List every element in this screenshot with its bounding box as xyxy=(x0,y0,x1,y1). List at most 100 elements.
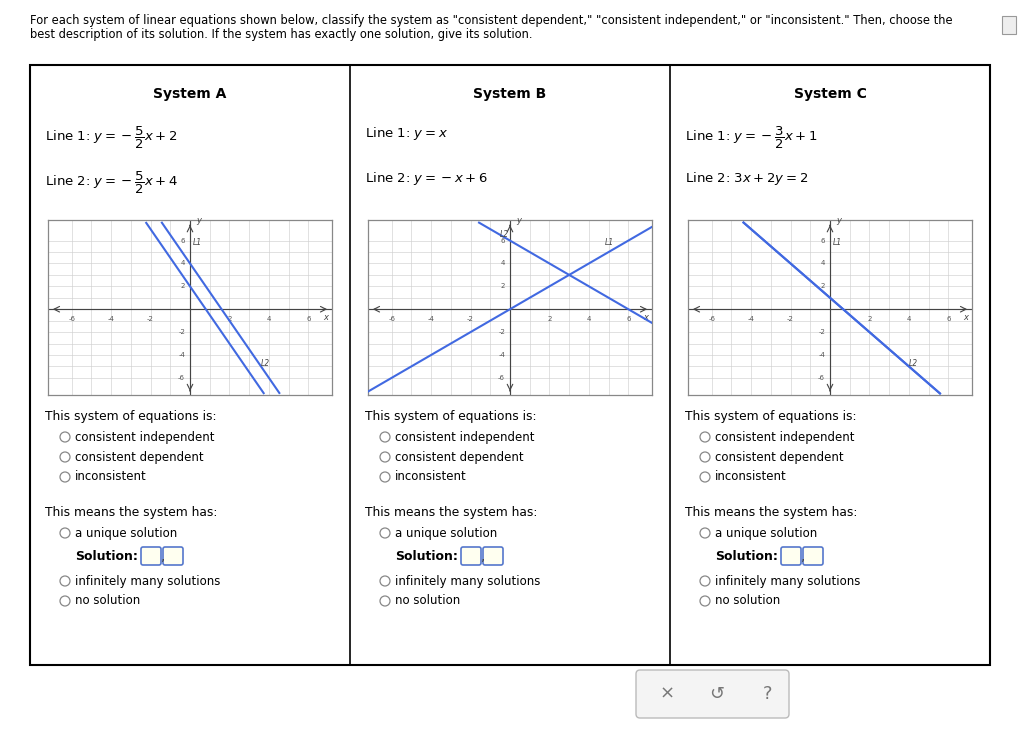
Text: infinitely many solutions: infinitely many solutions xyxy=(75,575,220,587)
Text: L1: L1 xyxy=(833,238,842,247)
Text: a unique solution: a unique solution xyxy=(395,526,498,539)
Text: System C: System C xyxy=(794,87,866,101)
Text: inconsistent: inconsistent xyxy=(395,470,467,484)
Text: Line 2: $y = -x + 6$: Line 2: $y = -x + 6$ xyxy=(365,170,487,187)
Text: 4: 4 xyxy=(587,316,591,322)
Text: -2: -2 xyxy=(818,329,825,335)
Text: consistent independent: consistent independent xyxy=(75,431,214,444)
Text: L2: L2 xyxy=(261,359,270,369)
Text: 4: 4 xyxy=(501,261,505,266)
FancyBboxPatch shape xyxy=(461,547,481,565)
Text: 6: 6 xyxy=(501,238,505,244)
Text: This means the system has:: This means the system has: xyxy=(365,506,538,519)
Text: 4: 4 xyxy=(820,261,825,266)
Text: consistent independent: consistent independent xyxy=(395,431,535,444)
Text: 6: 6 xyxy=(820,238,825,244)
Text: no solution: no solution xyxy=(75,595,140,607)
Text: -4: -4 xyxy=(499,352,505,358)
Text: infinitely many solutions: infinitely many solutions xyxy=(715,575,860,587)
Text: -6: -6 xyxy=(388,316,395,322)
Text: Line 1: $y = x$: Line 1: $y = x$ xyxy=(365,125,447,142)
Text: Line 2: $3x + 2y = 2$: Line 2: $3x + 2y = 2$ xyxy=(685,170,808,187)
Text: ,: , xyxy=(801,549,805,563)
Text: -6: -6 xyxy=(69,316,75,322)
Text: Solution:: Solution: xyxy=(75,550,138,562)
Text: x: x xyxy=(643,313,648,322)
Text: 2: 2 xyxy=(227,316,231,322)
Text: 4: 4 xyxy=(180,261,185,266)
FancyBboxPatch shape xyxy=(30,65,990,665)
Text: inconsistent: inconsistent xyxy=(75,470,146,484)
Text: -2: -2 xyxy=(147,316,154,322)
Text: 4: 4 xyxy=(906,316,911,322)
Text: For each system of linear equations shown below, classify the system as "consist: For each system of linear equations show… xyxy=(30,14,952,27)
FancyBboxPatch shape xyxy=(781,547,801,565)
Text: ×: × xyxy=(659,685,675,703)
FancyBboxPatch shape xyxy=(636,670,790,718)
Text: no solution: no solution xyxy=(395,595,460,607)
FancyBboxPatch shape xyxy=(483,547,503,565)
Text: -2: -2 xyxy=(178,329,185,335)
Text: consistent dependent: consistent dependent xyxy=(75,450,204,464)
Text: L1: L1 xyxy=(604,238,613,247)
Text: L1: L1 xyxy=(193,238,202,247)
Text: a unique solution: a unique solution xyxy=(75,526,177,539)
Text: consistent dependent: consistent dependent xyxy=(715,450,844,464)
Text: This means the system has:: This means the system has: xyxy=(685,506,857,519)
Text: -6: -6 xyxy=(818,375,825,381)
Text: 6: 6 xyxy=(180,238,185,244)
Text: 2: 2 xyxy=(867,316,871,322)
Text: -6: -6 xyxy=(709,316,715,322)
FancyBboxPatch shape xyxy=(803,547,823,565)
Text: 2: 2 xyxy=(547,316,552,322)
Text: consistent independent: consistent independent xyxy=(715,431,854,444)
Text: infinitely many solutions: infinitely many solutions xyxy=(395,575,541,587)
Text: y: y xyxy=(196,216,201,225)
Text: a unique solution: a unique solution xyxy=(715,526,817,539)
Text: Solution:: Solution: xyxy=(715,550,778,562)
Text: This system of equations is:: This system of equations is: xyxy=(685,410,856,423)
Text: x: x xyxy=(964,313,969,322)
Text: 2: 2 xyxy=(180,283,185,289)
Text: ?: ? xyxy=(762,685,772,703)
Text: -4: -4 xyxy=(748,316,755,322)
Text: -4: -4 xyxy=(818,352,825,358)
Text: System A: System A xyxy=(154,87,226,101)
Text: Line 1: $y = -\dfrac{3}{2}x + 1$: Line 1: $y = -\dfrac{3}{2}x + 1$ xyxy=(685,125,818,151)
Text: ,: , xyxy=(161,549,165,563)
Text: -2: -2 xyxy=(787,316,794,322)
Text: 6: 6 xyxy=(306,316,310,322)
Text: y: y xyxy=(516,216,521,225)
FancyBboxPatch shape xyxy=(141,547,161,565)
Text: best description of its solution. If the system has exactly one solution, give i: best description of its solution. If the… xyxy=(30,28,532,41)
Text: -2: -2 xyxy=(467,316,474,322)
FancyBboxPatch shape xyxy=(163,547,183,565)
Text: 2: 2 xyxy=(820,283,825,289)
Text: ,: , xyxy=(481,549,485,563)
Text: y: y xyxy=(836,216,841,225)
Text: Line 1: $y = -\dfrac{5}{2}x + 2$: Line 1: $y = -\dfrac{5}{2}x + 2$ xyxy=(45,125,177,151)
Text: Solution:: Solution: xyxy=(395,550,458,562)
Text: This system of equations is:: This system of equations is: xyxy=(365,410,537,423)
Text: no solution: no solution xyxy=(715,595,780,607)
Text: -6: -6 xyxy=(178,375,185,381)
Text: -4: -4 xyxy=(108,316,115,322)
Text: ↺: ↺ xyxy=(710,685,725,703)
Text: -2: -2 xyxy=(499,329,505,335)
Text: System B: System B xyxy=(473,87,547,101)
FancyBboxPatch shape xyxy=(1002,16,1016,34)
Text: L2: L2 xyxy=(500,230,509,239)
Text: This system of equations is:: This system of equations is: xyxy=(45,410,216,423)
Text: 4: 4 xyxy=(266,316,271,322)
Text: -6: -6 xyxy=(498,375,505,381)
Text: 2: 2 xyxy=(501,283,505,289)
Text: -4: -4 xyxy=(178,352,185,358)
Text: 6: 6 xyxy=(946,316,950,322)
Text: -4: -4 xyxy=(428,316,434,322)
Text: 6: 6 xyxy=(626,316,631,322)
Text: This means the system has:: This means the system has: xyxy=(45,506,217,519)
Text: L2: L2 xyxy=(909,359,918,369)
Text: consistent dependent: consistent dependent xyxy=(395,450,523,464)
Text: x: x xyxy=(324,313,329,322)
Text: inconsistent: inconsistent xyxy=(715,470,786,484)
